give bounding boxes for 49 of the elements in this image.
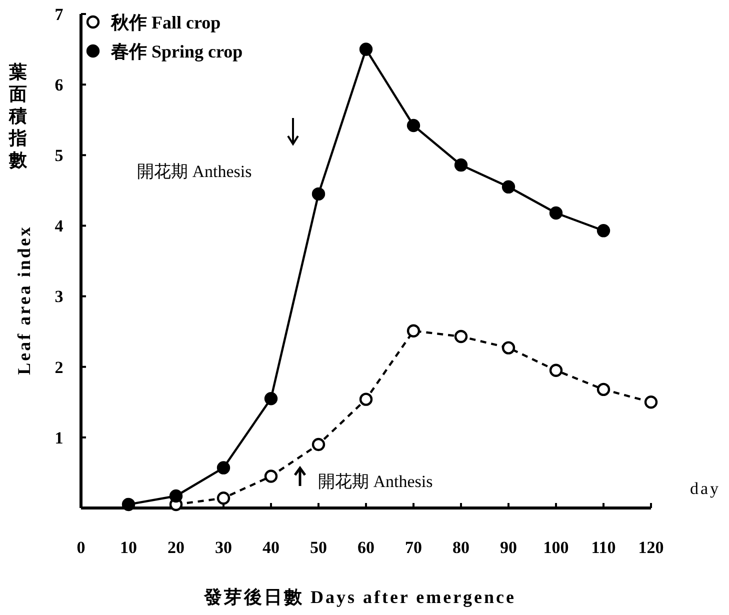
point [312,438,326,452]
annotation: 開花期 Anthesis [137,162,252,181]
x-tick-label: 20 [168,538,184,557]
legend-label: 春作 Spring crop [110,41,243,62]
y-tick-label: 5 [54,146,64,166]
point [359,42,373,56]
annotation: 開花期 Anthesis [318,472,433,491]
x-axis-title: 發芽後日數 Days after emergence [202,587,516,607]
point [406,324,420,338]
text: day [690,479,721,498]
y-tick-label: 3 [54,287,64,306]
point [502,180,516,194]
x-tick-label: 60 [358,538,374,557]
point [406,118,420,132]
y-tick-label: 7 [54,4,64,24]
x-tick-label: 80 [452,538,470,557]
point [122,498,136,512]
point [454,158,468,172]
point [596,224,610,238]
point [549,364,563,377]
x-tick-label: 50 [310,538,327,557]
x-tick-label: 90 [500,538,517,557]
point [644,396,658,409]
text: 葉面積指數 [8,62,28,170]
y-tick-label: 2 [54,358,64,377]
y-tick-label: 4 [54,216,64,236]
point [359,392,373,406]
point [169,489,183,503]
point [454,330,468,344]
y-tick-label: 6 [54,76,64,95]
y-tick-label: 1 [54,428,64,448]
legend-label: 秋作 Fall crop [110,12,221,32]
point [502,341,516,354]
x-tick-label: 40 [262,538,280,557]
point [596,382,610,396]
point [264,392,278,406]
x-tick-label: 100 [543,538,569,557]
x-tick-label: 0 [76,538,86,557]
point [549,206,563,220]
x-tick-label: 30 [215,538,232,557]
point [216,492,230,505]
x-tick-label: 70 [405,538,422,557]
point [312,187,326,201]
x-tick-label: 120 [638,538,664,557]
x-tick-label: 110 [591,538,616,557]
point [264,470,278,483]
point [216,461,230,474]
x-tick-label: 10 [120,538,137,557]
y-axis-title: Leaf area index [14,225,34,375]
